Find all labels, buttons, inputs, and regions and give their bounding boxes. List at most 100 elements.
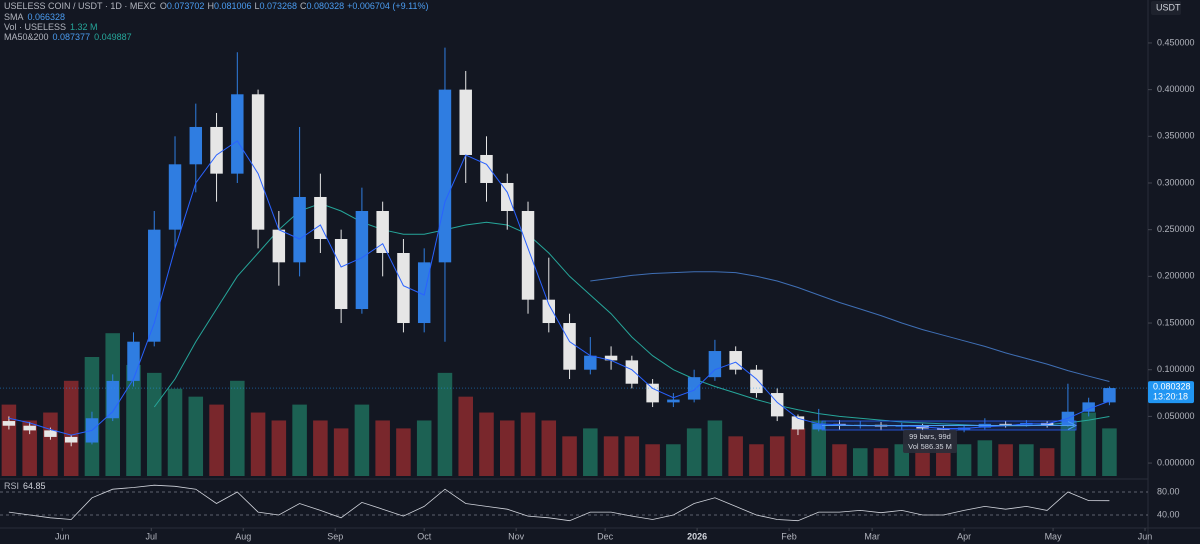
volume-bar (998, 444, 1013, 476)
candle-body (334, 239, 348, 310)
volume-bar (354, 404, 370, 476)
ohlc-value: 0.073268 (260, 1, 298, 11)
change: +0.006704 (+9.11%) (347, 1, 428, 11)
volume-bar (728, 436, 743, 476)
ma-value: 0.049887 (94, 32, 132, 42)
candle-body (770, 393, 784, 417)
currency: USDT (1156, 2, 1181, 12)
y-tick-label: 0.300000 (1157, 177, 1195, 187)
measure-volume: Vol 586.35 M (908, 442, 952, 451)
ma-line (153, 202, 1110, 427)
rsi-legend: RSI 64.85 (4, 481, 46, 491)
measure-tooltip (903, 430, 957, 453)
ohlc-label: C (300, 1, 307, 11)
rsi-line (8, 484, 1110, 522)
candle-body (937, 428, 950, 430)
volume-bar (271, 420, 287, 476)
ohlc-label: H (207, 1, 214, 11)
candle-body (1082, 402, 1095, 412)
sma-name: SMA (4, 12, 24, 22)
volume-bar (209, 404, 224, 476)
volume-bar (603, 436, 619, 476)
rsi-value: 64.85 (23, 481, 46, 491)
ma-legend: MA50&200 0.087377 0.049887 (4, 32, 132, 42)
candle-body (708, 351, 722, 378)
price-tag (1148, 381, 1194, 404)
candle-body (667, 399, 680, 403)
volume-bar (416, 420, 432, 476)
candle-body (729, 351, 742, 370)
symbol: USELESS COIN / USDT · 1D · MEXC (4, 1, 156, 11)
volume-bar (790, 428, 806, 476)
x-tick-label: Apr (957, 531, 971, 541)
volume-bar (333, 428, 349, 476)
y-tick-label: 0.250000 (1157, 224, 1195, 234)
x-tick-label: Dec (597, 531, 614, 541)
candle-body (501, 182, 514, 211)
candle-body (168, 164, 182, 230)
volume-bar (936, 448, 951, 476)
volume-bar (583, 428, 598, 476)
x-tick-label: Mar (864, 531, 880, 541)
candle-body (2, 421, 16, 426)
volume-bar (645, 444, 660, 476)
volume-bar (956, 444, 972, 476)
candle-body (106, 380, 119, 419)
x-tick-label: Nov (508, 531, 525, 541)
volume-bar (749, 444, 764, 476)
volume-bar (832, 444, 847, 476)
price-tag-countdown: 13:20:18 (1153, 391, 1188, 401)
ohlc-label: L (254, 1, 259, 11)
volume-bar (292, 404, 307, 476)
volume-bar (250, 412, 266, 476)
price-tag-value: 0.080328 (1153, 381, 1191, 391)
volume-bar (22, 420, 37, 476)
volume-bar (977, 440, 993, 476)
volume-bar (707, 420, 723, 476)
candle-body (563, 323, 576, 370)
candle-body (293, 196, 306, 263)
candle-body (480, 154, 493, 183)
volume-bar (63, 380, 79, 476)
x-tick-label: Oct (417, 531, 432, 541)
rsi-name: RSI (4, 481, 19, 491)
volume-bar (624, 436, 640, 476)
candle-body (625, 360, 639, 384)
volume-bar (915, 448, 930, 476)
sma-line (8, 140, 1110, 436)
sma-value: 0.066328 (28, 12, 66, 22)
candle-body (584, 355, 597, 370)
volume-bar (126, 364, 141, 476)
candle-body (521, 210, 535, 300)
volume-bar (1039, 448, 1055, 476)
volume-bar (396, 428, 411, 476)
legend: USELESS COIN / USDT · 1D · MEXC O0.073702… (4, 1, 1181, 491)
ohlc-value: 0.073702 (167, 1, 205, 11)
candle-body (397, 253, 410, 324)
candle-body (210, 126, 223, 174)
plot: 0.000000 0.050000 0.100000 0.150000 0.200000… (0, 37, 1195, 541)
candle-body (231, 94, 244, 174)
volume-bar (686, 428, 702, 476)
ohlc-value: 0.081006 (214, 1, 252, 11)
volume-bar (811, 420, 826, 476)
ma-name: MA50&200 (4, 32, 49, 42)
y-tick-label: 0.350000 (1157, 131, 1195, 141)
rsi-tick-label: 40.00 (1157, 509, 1180, 519)
candle-body (251, 94, 265, 230)
candle-body (148, 229, 161, 342)
candle-body (44, 430, 57, 437)
candle-body (646, 383, 659, 403)
candle-body (1103, 388, 1116, 403)
volume-bar (146, 372, 162, 476)
volume-bar (458, 396, 473, 476)
volume-bar (1019, 444, 1034, 476)
y-tick-label: 0.200000 (1157, 271, 1195, 281)
y-tick-label: 0.450000 (1157, 37, 1195, 47)
candle-body (355, 210, 369, 310)
volume-legend: Vol · USELESS 1.32 M (4, 22, 98, 32)
measure-arrowhead (1067, 421, 1078, 430)
candle-body (750, 369, 763, 394)
